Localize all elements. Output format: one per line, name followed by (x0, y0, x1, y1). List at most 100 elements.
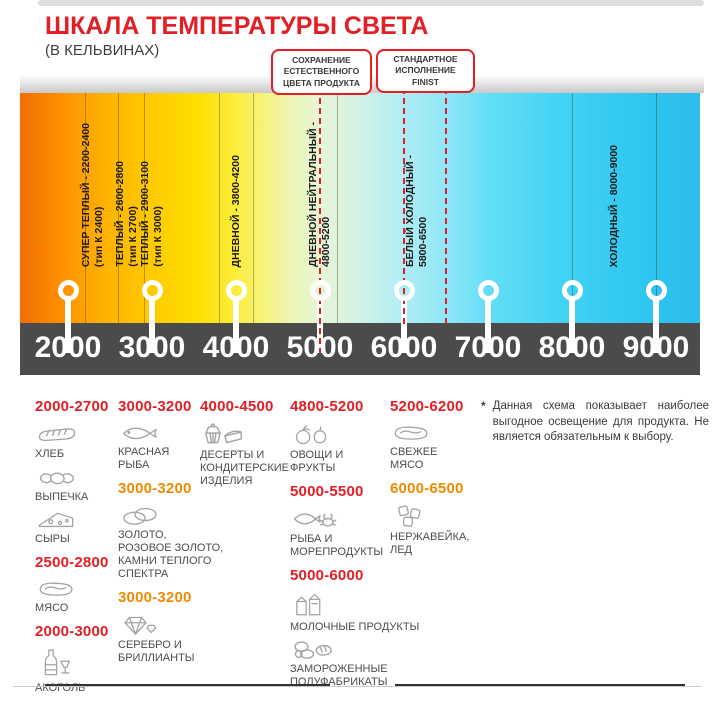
zone-label: ДНЕВНОЙ - 3800-4200 (230, 155, 243, 268)
kelvin-range-label: 2500-2800 (35, 554, 109, 571)
product-group: 5200-6200 СВЕЖЕЕ МЯСО (390, 398, 480, 472)
tick-marker-circle (393, 280, 415, 301)
product-item: КРАСНАЯ РЫБА (118, 421, 226, 472)
page-title: ШКАЛА ТЕМПЕРАТУРЫ СВЕТА (45, 12, 429, 40)
frozen-icon (290, 637, 426, 661)
kelvin-range-label: 6000-6500 (390, 480, 464, 497)
seafood-icon (290, 506, 426, 531)
kelvin-range-label: 5000-5500 (290, 483, 364, 500)
bread-icon (35, 421, 117, 446)
bottom-border-dark-left (45, 684, 330, 686)
zone-label: СУПЕР ТЕПЛЫЙ - 2200-2400 (тип К 2400) (80, 123, 106, 267)
cheese-icon (35, 507, 117, 531)
callout-line: FINIST (412, 76, 439, 87)
top-border-strip (38, 0, 704, 6)
product-label: СЕРЕБРО И БРИЛЛИАНТЫ (118, 639, 195, 664)
zone-boundary-line (336, 93, 338, 323)
meat-icon (35, 577, 117, 600)
product-group: 4000-4500 ДЕСЕРТЫ И КОНДИТЕРСКИЕ ИЗДЕЛИЯ (200, 398, 296, 488)
callout-line: СТАНДАРТНОЕ (393, 54, 458, 65)
zone-label: ТЕПЛЫЙ - 2900-3100 (тип К 3000) (139, 161, 165, 267)
footnote-asterisk: * (481, 399, 486, 413)
tick-marker-circle (141, 280, 163, 301)
tick-marker-stem (653, 297, 659, 353)
kelvin-range-label: 2000-3000 (35, 623, 109, 640)
temperature-gradient-band: СУПЕР ТЕПЛЫЙ - 2200-2400 (тип К 2400) ТЕПЛ… (20, 93, 700, 323)
tick-marker-circle (645, 280, 667, 301)
product-item: ОВОЩИ И ФРУКТЫ (290, 421, 426, 475)
tick-marker-circle (225, 280, 247, 301)
tick-marker-stem (149, 297, 155, 353)
callout-dashed-line (445, 88, 447, 326)
bottom-border-light (13, 686, 701, 687)
callout-dashed-line (319, 88, 321, 353)
kelvin-range-label: 5000-6000 (290, 567, 364, 584)
alcohol-icon (35, 646, 117, 680)
product-group: 4800-5200 ОВОЩИ И ФРУКТЫ (290, 398, 426, 475)
zone-label-line: ТЕПЛЫЙ - 2900-3100 (139, 161, 151, 267)
callout-line: ЦВЕТА ПРОДУКТА (283, 77, 360, 88)
kelvin-range-label: 2000-2700 (35, 398, 109, 415)
product-recommendations: 2000-2700 ХЛЕБ ВЫПЕЧКА СЫРЫ 2500-2800 МЯСО 200… (0, 398, 720, 698)
product-label: ХЛЕБ (35, 448, 65, 460)
callout-line: ИСПОЛНЕНИЕ (395, 65, 456, 76)
fish-icon (118, 421, 226, 444)
product-label: ВЫПЕЧКА (35, 491, 89, 503)
rings-icon (118, 503, 226, 527)
product-label: СВЕЖЕЕ МЯСО (390, 446, 438, 471)
product-group: 6000-6500 НЕРЖАВЕЙКА, ЛЕД (390, 480, 480, 557)
tick-marker-circle (57, 280, 79, 301)
tick-marker-stem (569, 297, 575, 353)
ice-icon (390, 503, 480, 529)
zone-boundary-line (572, 93, 573, 323)
product-item: ЗОЛОТО, РОЗОВОЕ ЗОЛОТО, КАМНИ ТЕПЛОГО СП… (118, 503, 226, 581)
fruits-icon (290, 421, 426, 447)
product-item: ХЛЕБ (35, 421, 117, 461)
product-label: РЫБА И МОРЕПРОДУКТЫ (290, 533, 384, 558)
product-label: КРАСНАЯ РЫБА (118, 446, 170, 471)
product-group: 2500-2800 МЯСО (35, 554, 117, 615)
zone-label-line: 4800-5200 (320, 216, 332, 267)
pastry-icon (35, 464, 117, 489)
callout-standard-finist: СТАНДАРТНОЕ ИСПОЛНЕНИЕ FINIST (376, 49, 475, 93)
zone-label-line: (тип К 2400) (93, 206, 106, 267)
tick-marker-circle (477, 280, 499, 301)
product-column: 2000-2700 ХЛЕБ ВЫПЕЧКА СЫРЫ 2500-2800 МЯСО 200… (35, 398, 117, 703)
diamond-icon (118, 612, 226, 637)
dessert-icon (200, 421, 296, 447)
product-label: ЗОЛОТО, РОЗОВОЕ ЗОЛОТО, КАМНИ ТЕПЛОГО СП… (118, 529, 224, 580)
product-item: РЫБА И МОРЕПРОДУКТЫ (290, 506, 426, 559)
product-label: ОВОЩИ И ФРУКТЫ (290, 449, 344, 474)
kelvin-range-label: 3000-3200 (118, 398, 192, 415)
tick-marker-circle (309, 280, 331, 301)
product-item: СЕРЕБРО И БРИЛЛИАНТЫ (118, 612, 226, 665)
tick-marker-stem (233, 297, 239, 353)
zone-label: БЕЛЫЙ ХОЛОДНЫЙ -5800-6500 (404, 155, 430, 267)
zone-label-line: (тип К 2700) (126, 206, 139, 267)
zone-label: ТЕПЛЫЙ - 2600-2800 (тип К 2700) (114, 161, 140, 267)
product-item: АКОГОЛЬ (35, 646, 117, 695)
bottom-border-dark-right (395, 684, 685, 686)
zone-label-line: СУПЕР ТЕПЛЫЙ - 2200-2400 (80, 122, 93, 267)
callout-line: СОХРАНЕНИЕ (292, 55, 351, 66)
product-group: 3000-3200 СЕРЕБРО И БРИЛЛИАНТЫ (118, 589, 226, 665)
product-item: НЕРЖАВЕЙКА, ЛЕД (390, 503, 480, 557)
product-item: СВЕЖЕЕ МЯСО (390, 421, 480, 472)
product-group: 5000-5500 РЫБА И МОРЕПРОДУКТЫ (290, 483, 426, 559)
zone-boundary-line (84, 93, 86, 323)
kelvin-range-label: 4000-4500 (200, 398, 274, 415)
zone-boundary-line (118, 93, 120, 323)
zone-boundary-line (252, 93, 254, 323)
kelvin-range-label: 3000-3200 (118, 589, 192, 606)
footnote-text: Данная схема показывает наиболее выгодно… (492, 400, 709, 444)
tick-marker-stem (65, 297, 71, 353)
callout-line: ЕСТЕСТВЕННОГО (283, 66, 360, 77)
product-group: 3000-3200 КРАСНАЯ РЫБА (118, 398, 226, 472)
product-item: ЗАМОРОЖЕННЫЕ ПОЛУФАБРИКАТЫ (290, 637, 426, 689)
meat-icon (390, 421, 480, 444)
zone-label-line: БЕЛЫЙ ХОЛОДНЫЙ - (403, 155, 416, 267)
tick-marker-circle (561, 280, 583, 301)
milk-icon (290, 590, 426, 619)
kelvin-axis-bar (20, 323, 700, 375)
